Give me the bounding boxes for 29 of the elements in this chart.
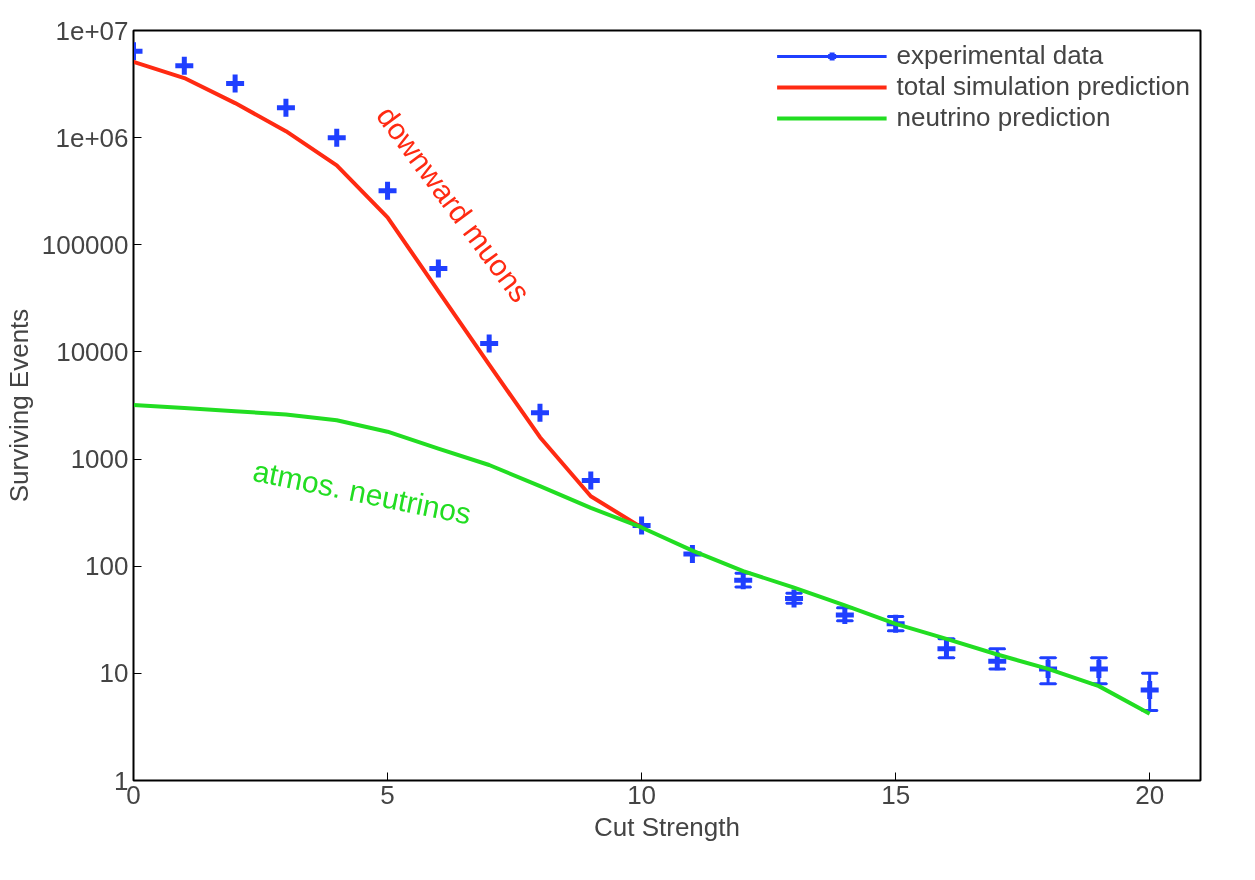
point: [477, 331, 501, 355]
y-axis-title: Surviving Events: [3, 308, 34, 503]
y-tick-label: 10: [99, 658, 129, 689]
point: [579, 469, 603, 493]
point: [325, 126, 349, 150]
point: [528, 401, 552, 425]
x-tick-label: 15: [881, 779, 911, 810]
y-tick-label: 1e+07: [55, 15, 129, 46]
legend-label: experimental data: [896, 40, 1104, 71]
legend-label: neutrino prediction: [896, 102, 1111, 133]
y-tick-label: 1000: [70, 444, 129, 475]
x-tick-label: 10: [627, 779, 657, 810]
annotation: atmos. neutrinos: [250, 454, 475, 531]
y-tick-label: 1e+06: [55, 122, 129, 153]
x-tick-label: 5: [380, 779, 395, 810]
x-axis-title: Cut Strength: [594, 811, 740, 842]
x-tick-label: 0: [126, 779, 141, 810]
point: [782, 586, 806, 610]
x-tick-label: 20: [1135, 779, 1165, 810]
point: [223, 72, 247, 96]
point: [1138, 678, 1162, 702]
point: [426, 257, 450, 281]
point: [1087, 657, 1111, 681]
point: [274, 96, 298, 120]
point: [172, 54, 196, 78]
legend-label: total simulation prediction: [896, 71, 1190, 102]
y-tick-label: 100000: [41, 229, 129, 260]
y-tick-label: 10000: [56, 336, 129, 367]
y-tick-label: 100: [85, 551, 129, 582]
